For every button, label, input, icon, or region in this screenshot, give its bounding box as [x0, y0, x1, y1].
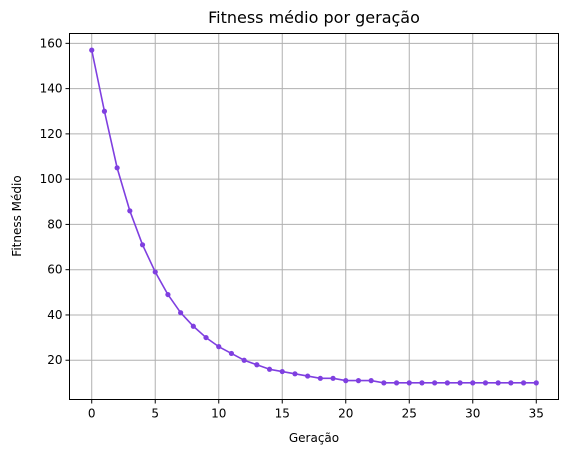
x-tick-label: 30: [465, 407, 480, 421]
series-layer: [89, 47, 539, 386]
data-point: [292, 371, 298, 377]
data-point: [203, 334, 209, 341]
x-tick-label: 5: [151, 407, 159, 421]
data-point: [190, 323, 196, 329]
data-point: [508, 380, 514, 386]
x-tick-label: 0: [88, 407, 96, 421]
x-tick-label: 35: [529, 407, 544, 421]
data-point: [406, 380, 412, 386]
data-point: [89, 47, 95, 53]
data-point: [114, 165, 120, 171]
y-tick-label: 60: [47, 263, 62, 277]
x-tick-label: 15: [275, 407, 290, 421]
data-point: [139, 242, 146, 248]
y-tick-label: 40: [47, 308, 62, 322]
data-point: [254, 362, 260, 368]
y-tick-label: 20: [47, 353, 62, 367]
data-point: [127, 208, 133, 214]
y-tick-label: 80: [47, 217, 62, 231]
data-point: [279, 368, 285, 375]
data-point: [419, 380, 425, 386]
y-tick-label: 100: [40, 172, 63, 186]
data-point: [228, 350, 235, 357]
data-point: [381, 380, 387, 386]
chart-title: Fitness médio por geração: [208, 8, 420, 27]
x-tick-label: 25: [402, 407, 417, 421]
y-axis-label: Fitness Médio: [10, 175, 24, 256]
data-point: [330, 375, 336, 381]
data-point: [317, 375, 323, 381]
data-point: [241, 357, 247, 363]
y-tick-label: 140: [40, 82, 63, 96]
data-point: [533, 380, 539, 386]
data-point: [178, 310, 184, 316]
grid: [69, 33, 559, 400]
x-tick-label: 20: [338, 407, 353, 421]
x-tick-label: 10: [211, 407, 226, 421]
data-point: [305, 373, 311, 379]
plot-frame: [69, 33, 559, 400]
ticks: 0 5 10 15 20 25 30 35 20 40 60 80 100 120 140 160: [40, 36, 544, 420]
y-tick-label: 160: [40, 36, 63, 50]
data-point: [393, 380, 400, 386]
x-axis-label: Geração: [289, 431, 339, 445]
y-tick-label: 120: [40, 127, 63, 141]
series-line: [90, 49, 537, 384]
data-point: [470, 380, 476, 386]
data-point: [482, 380, 489, 386]
data-point: [343, 378, 349, 384]
data-point: [101, 108, 108, 114]
data-point: [355, 378, 362, 384]
data-point: [520, 380, 527, 386]
data-point: [216, 344, 222, 350]
data-point: [266, 366, 273, 372]
data-point: [495, 380, 501, 386]
data-point: [368, 378, 374, 384]
data-point: [432, 380, 438, 386]
data-point: [457, 380, 463, 386]
data-point: [152, 269, 158, 275]
data-point: [444, 380, 450, 386]
data-point: [165, 291, 171, 298]
